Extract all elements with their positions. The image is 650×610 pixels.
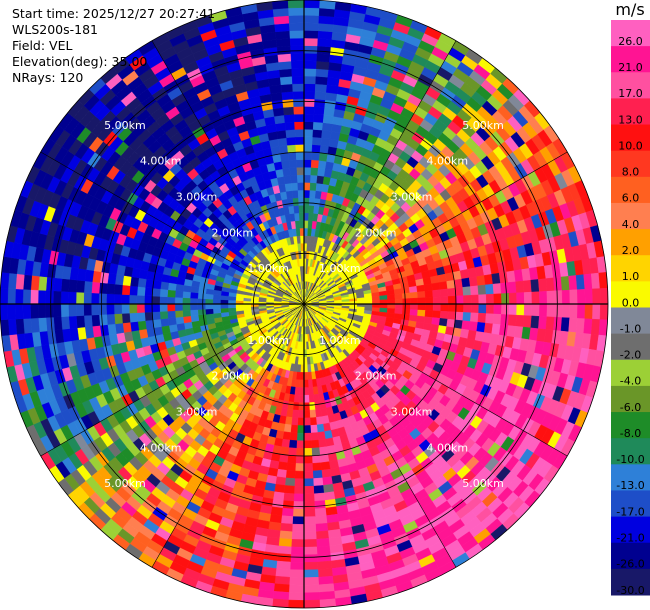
colorbar-tick-label: -1.0 [620, 322, 641, 335]
colorbar-tick-label: -17.0 [616, 505, 644, 518]
colorbar-tick-label: -21.0 [616, 532, 644, 545]
field-label: Field: VEL [12, 38, 73, 53]
colorbar-tick-label: 2.0 [622, 244, 640, 257]
colorbar-tick-label: 26.0 [618, 35, 643, 48]
start-time-label: Start time: 2025/12/27 20:27:41 [12, 6, 216, 21]
colorbar-title: m/s [615, 0, 644, 19]
colorbar-tick-label: 8.0 [622, 166, 640, 179]
colorbar-tick-label: -2.0 [620, 349, 641, 362]
colorbar-tick-label: -4.0 [620, 375, 641, 388]
info-panel: Start time: 2025/12/27 20:27:41 WLS200s-… [12, 6, 215, 86]
colorbar-tick-label: 0.0 [622, 296, 640, 309]
colorbar-tick-label: -26.0 [616, 558, 644, 571]
colorbar-tick-label: 4.0 [622, 218, 640, 231]
colorbar-tick-label: 13.0 [618, 113, 643, 126]
velocity-bins [0, 0, 609, 609]
colorbar-tick-label: -6.0 [620, 401, 641, 414]
nrays-label: NRays: 120 [12, 70, 84, 85]
colorbar-tick-label: -10.0 [616, 453, 644, 466]
colorbar-tick-label: 6.0 [622, 192, 640, 205]
colorbar-tick-label: -8.0 [620, 427, 641, 440]
elevation-label: Elevation(deg): 35.00 [12, 54, 148, 69]
colorbar-tick-label: -13.0 [616, 479, 644, 492]
instrument-label: WLS200s-181 [12, 22, 98, 37]
colorbar-tick-label: 21.0 [618, 61, 643, 74]
colorbar-tick-label: 10.0 [618, 140, 643, 153]
colorbar-tick-label: -30.0 [616, 584, 644, 597]
colorbar-tick-label: 17.0 [618, 87, 643, 100]
colorbar-tick-label: 1.0 [622, 270, 640, 283]
